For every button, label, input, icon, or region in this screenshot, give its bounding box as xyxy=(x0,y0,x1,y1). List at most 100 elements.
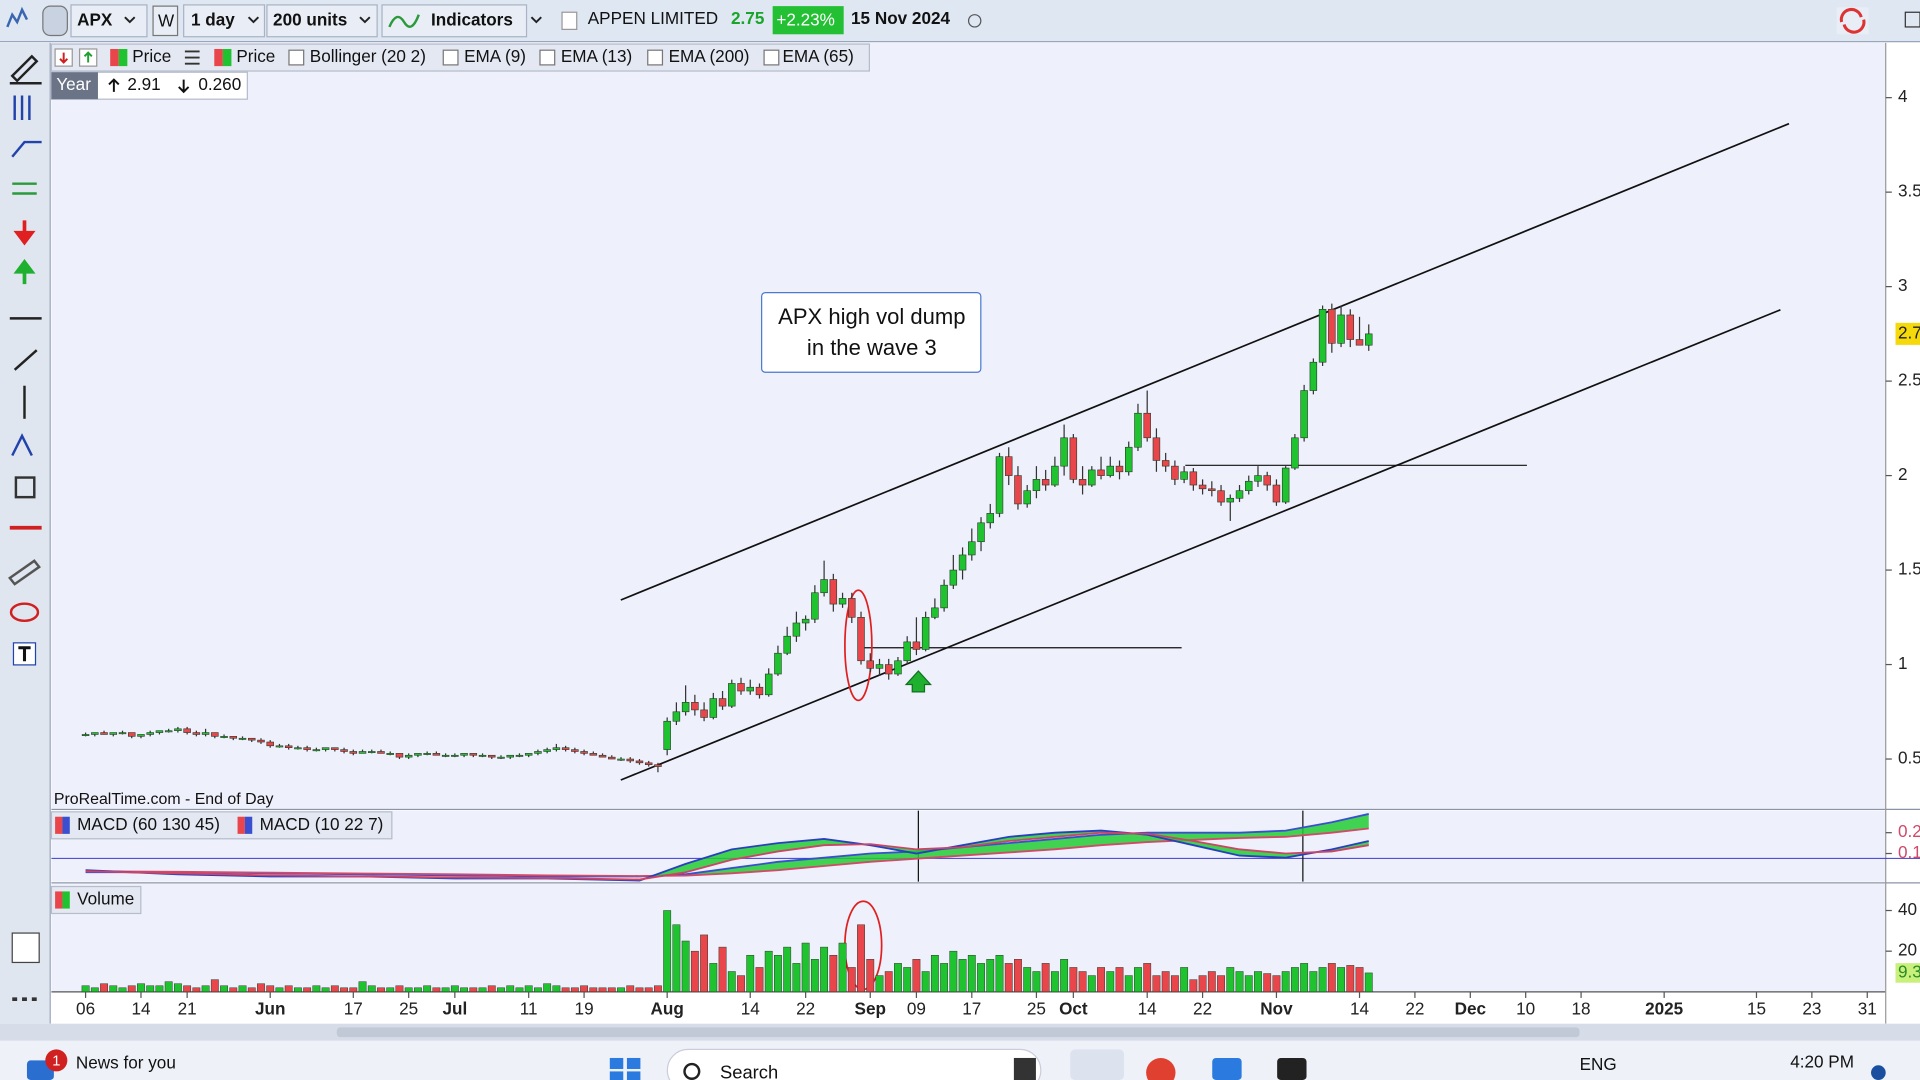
volume-bar xyxy=(690,950,699,993)
volume-bar xyxy=(515,987,524,993)
candle-body xyxy=(524,753,533,756)
taskbar-app[interactable] xyxy=(1146,1057,1176,1080)
volume-bar xyxy=(977,963,985,993)
volume-bar xyxy=(746,954,755,993)
candle-body xyxy=(128,732,136,737)
indicators[interactable]: Indicators xyxy=(431,9,513,29)
delete-tool[interactable] xyxy=(14,476,36,499)
chevron[interactable] xyxy=(247,16,260,24)
units-box[interactable] xyxy=(266,4,378,38)
volume-bar xyxy=(921,971,930,993)
checkbox[interactable] xyxy=(763,49,780,66)
volume-bar xyxy=(1078,971,1087,993)
search-box[interactable] xyxy=(666,1048,1042,1080)
checkbox[interactable] xyxy=(647,49,664,66)
volume-bar xyxy=(1170,975,1179,993)
macd-fill xyxy=(85,830,1369,881)
ruler-tool[interactable] xyxy=(8,559,41,586)
start-button[interactable] xyxy=(626,1057,641,1069)
symbol[interactable]: APX xyxy=(77,9,113,29)
app-icon[interactable] xyxy=(6,6,29,28)
checkbox[interactable] xyxy=(288,49,305,66)
fib-tool[interactable] xyxy=(13,95,31,120)
channel-tool[interactable] xyxy=(12,182,37,195)
x-tick-label: 14 xyxy=(1138,999,1158,1019)
period[interactable]: 1 day xyxy=(191,9,235,29)
trend-line[interactable] xyxy=(620,309,1781,781)
indicators-icon[interactable] xyxy=(388,14,420,28)
candle-body xyxy=(1328,308,1336,344)
refresh-icon[interactable] xyxy=(1839,7,1866,34)
legend-item[interactable]: EMA (200) xyxy=(669,46,750,66)
volume-legend-item[interactable]: Volume xyxy=(77,889,134,909)
candle-body xyxy=(1254,475,1262,482)
legend-item[interactable]: Price xyxy=(236,46,275,66)
candle-body xyxy=(949,569,958,586)
sell-arrow[interactable] xyxy=(13,220,36,246)
candle-body xyxy=(986,513,995,524)
news-widget[interactable]: News for you xyxy=(76,1053,176,1073)
candle-body xyxy=(543,749,551,752)
info-icon[interactable] xyxy=(561,11,578,30)
candle-body xyxy=(192,732,201,735)
w-button[interactable]: W xyxy=(158,11,175,31)
taskbar-app[interactable] xyxy=(1212,1057,1242,1080)
checkbox[interactable] xyxy=(442,49,459,66)
fan-tool[interactable] xyxy=(11,140,42,158)
start-button[interactable] xyxy=(609,1071,624,1080)
scroll-thumb[interactable] xyxy=(336,1027,1580,1038)
checkbox[interactable] xyxy=(539,49,556,66)
taskbar-app[interactable] xyxy=(1277,1057,1307,1080)
indicators-box[interactable] xyxy=(381,4,528,38)
volume-bar xyxy=(164,981,173,993)
search-placeholder[interactable]: Search xyxy=(720,1062,778,1080)
legend-item[interactable]: Bollinger (20 2) xyxy=(310,46,426,66)
legend-item[interactable]: EMA (13) xyxy=(561,46,632,66)
ellipse-tool[interactable] xyxy=(9,602,40,623)
buy-signal-arrow[interactable] xyxy=(904,670,932,693)
notification-icon[interactable] xyxy=(1871,1065,1886,1080)
clock[interactable]: 4:20 PM xyxy=(1790,1051,1854,1071)
w-box[interactable] xyxy=(152,5,179,37)
annotation-box[interactable] xyxy=(761,292,982,373)
x-tick-label: 23 xyxy=(1802,999,1821,1019)
candle-body xyxy=(820,579,828,594)
text-tool[interactable] xyxy=(18,646,31,662)
buy-arrow[interactable] xyxy=(13,258,36,285)
list-icon[interactable] xyxy=(184,50,200,65)
segment-tool[interactable] xyxy=(13,349,38,371)
x-tick-label: 22 xyxy=(1405,999,1424,1019)
macd-legend-item[interactable]: MACD (60 130 45) xyxy=(77,814,220,834)
abc-tool[interactable] xyxy=(11,433,33,457)
trend-line[interactable] xyxy=(620,122,1790,601)
x-tick-label: 15 xyxy=(1747,999,1766,1019)
taskbar-app[interactable] xyxy=(1013,1057,1036,1080)
start-button[interactable] xyxy=(626,1071,641,1080)
start-button[interactable] xyxy=(609,1057,624,1069)
taskbar-app[interactable] xyxy=(1070,1049,1125,1080)
link-button[interactable] xyxy=(42,5,68,37)
legend-item[interactable]: Price xyxy=(132,46,171,66)
legend-item[interactable]: EMA (9) xyxy=(464,46,526,66)
chevron[interactable] xyxy=(124,16,136,24)
y-tick-label: 2.5 xyxy=(1898,370,1920,390)
legend-item[interactable]: EMA (65) xyxy=(782,46,853,66)
volume-bar xyxy=(635,987,644,993)
pencil-tool[interactable] xyxy=(9,54,42,85)
x-tick-label: 11 xyxy=(520,999,538,1019)
volume-bar xyxy=(967,954,976,993)
chevron[interactable] xyxy=(359,16,371,24)
candle-body xyxy=(672,711,681,722)
volume-bar xyxy=(90,987,99,993)
window-button[interactable] xyxy=(1904,11,1920,28)
candle-body xyxy=(358,751,367,754)
chevron[interactable] xyxy=(530,16,542,24)
symbol-box[interactable] xyxy=(70,4,148,38)
volume-bar xyxy=(1069,967,1078,993)
alert-tool[interactable] xyxy=(11,932,40,964)
language[interactable]: ENG xyxy=(1580,1054,1617,1074)
units[interactable]: 200 units xyxy=(273,9,347,29)
volume-bar xyxy=(284,985,293,993)
macd-legend-item[interactable]: MACD (10 22 7) xyxy=(260,814,384,834)
highlight-ellipse[interactable] xyxy=(844,589,873,702)
